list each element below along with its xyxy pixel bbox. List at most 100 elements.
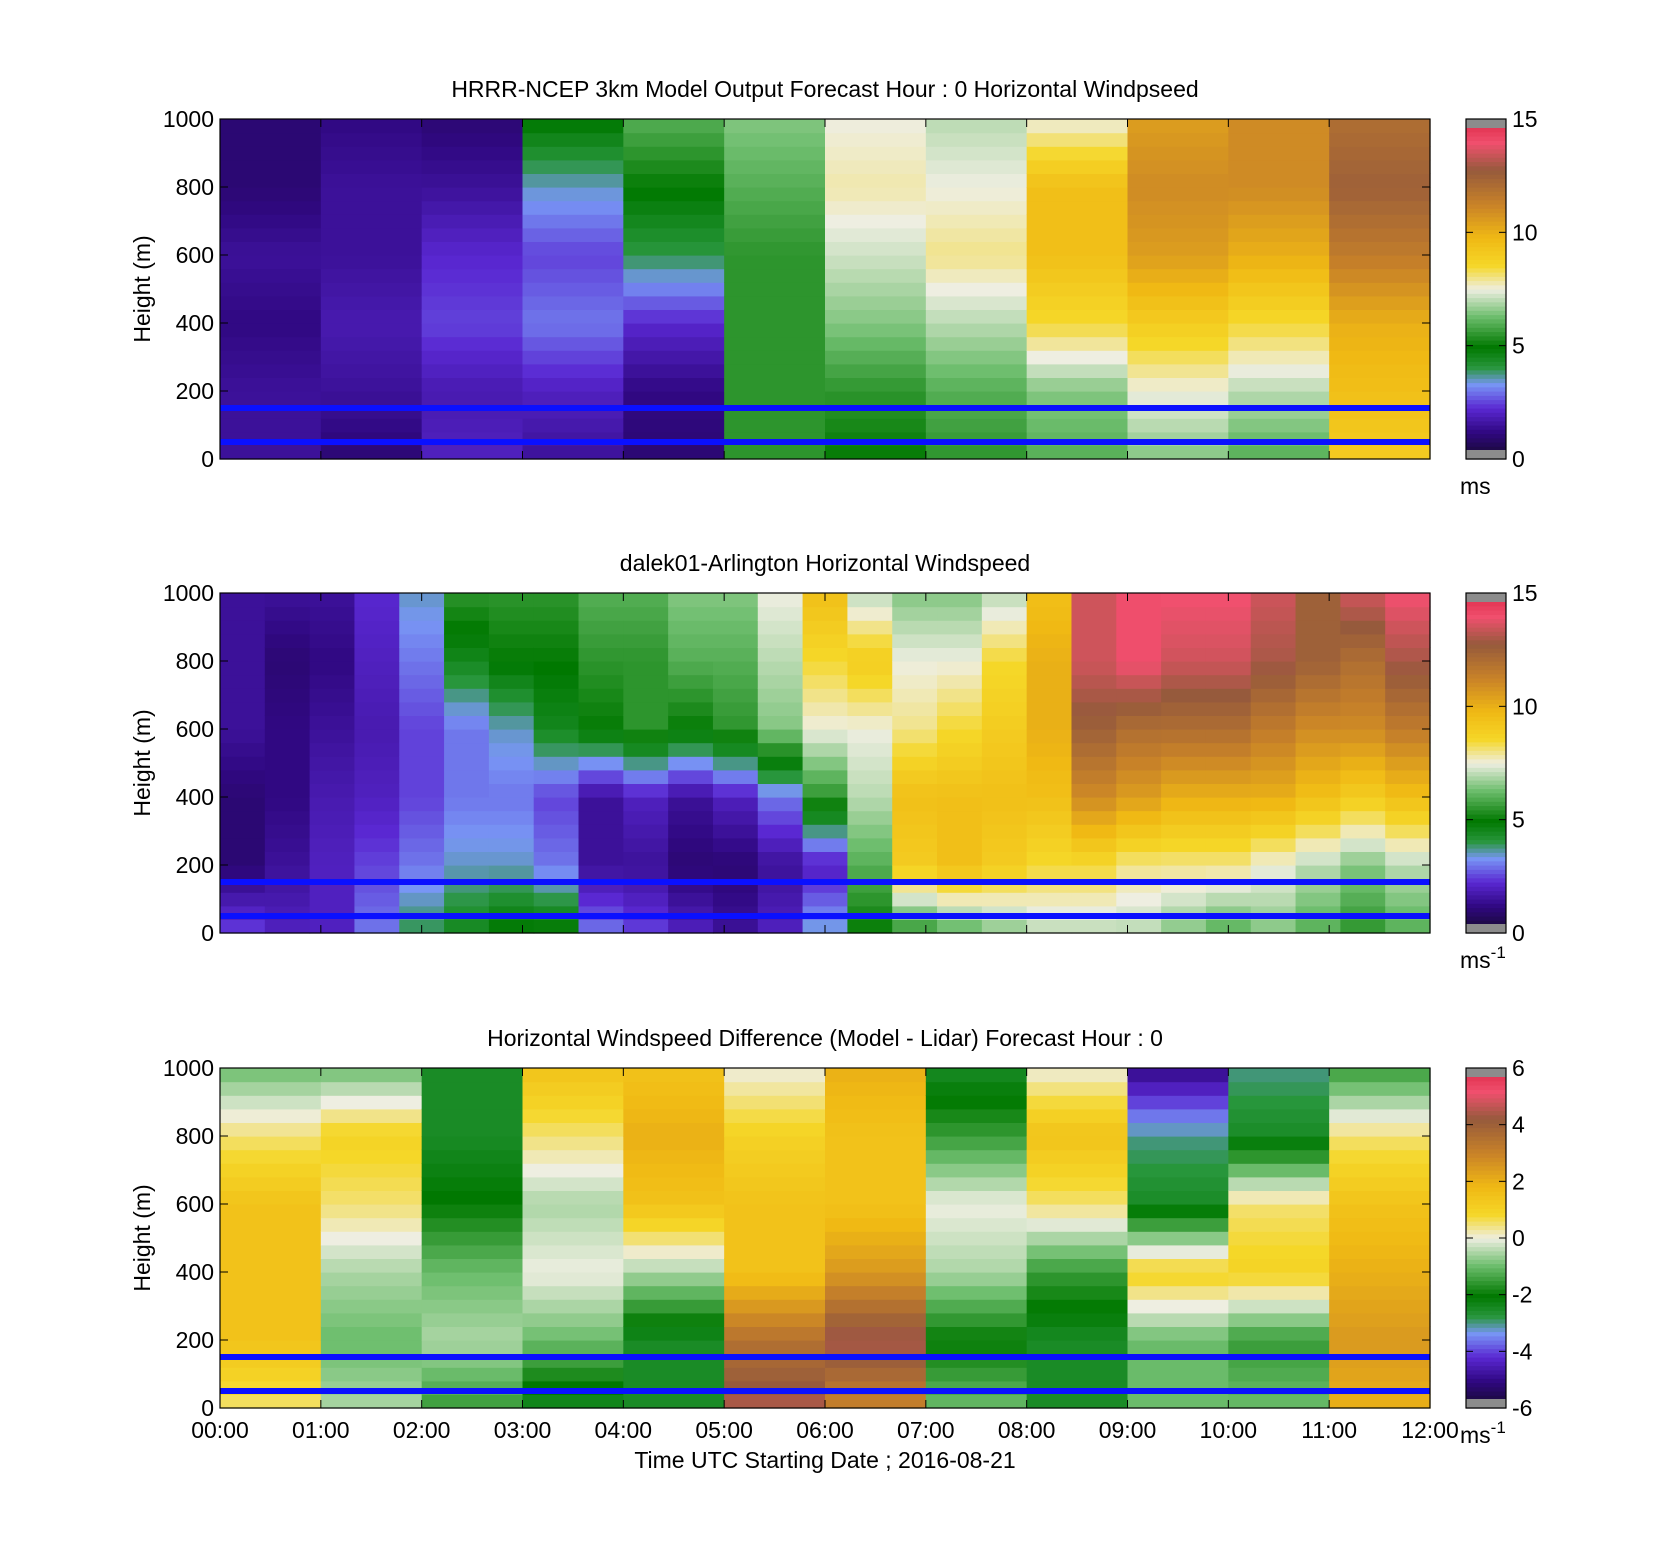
heatmap-cell — [1385, 674, 1431, 689]
heatmap-cell — [533, 756, 580, 771]
heatmap-cell — [724, 309, 826, 324]
heatmap-cell — [1026, 363, 1129, 378]
heatmap-cell — [1071, 715, 1117, 730]
colorbar-segment — [1466, 314, 1506, 320]
y-tick-label: 200 — [176, 378, 214, 404]
colorbar-segment — [1466, 605, 1506, 611]
heatmap-cell — [892, 783, 938, 798]
colorbar-segment — [1466, 1136, 1506, 1141]
heatmap-cell — [712, 824, 759, 839]
heatmap-cell — [1295, 783, 1341, 798]
colorbar-segment — [1466, 1369, 1506, 1375]
heatmap-cell — [925, 1108, 1028, 1123]
heatmap-cell — [724, 173, 826, 188]
colorbar-segment — [1466, 272, 1506, 277]
heatmap-cell — [1116, 661, 1162, 676]
heatmap-cell — [623, 851, 669, 866]
x-tick-label: 10:00 — [1200, 1417, 1258, 1443]
y-tick-label: 200 — [176, 1327, 214, 1353]
heatmap-cell — [925, 309, 1028, 324]
heatmap-cell — [309, 633, 356, 648]
heatmap-cell — [724, 1231, 826, 1246]
heatmap-cell — [320, 1217, 423, 1232]
colorbar-segment — [1466, 293, 1506, 299]
heatmap-cell — [421, 418, 524, 433]
heatmap-cell — [1205, 783, 1252, 798]
heatmap-cell — [1116, 756, 1162, 771]
heatmap-cell — [1295, 851, 1341, 866]
heatmap-cell — [825, 1190, 927, 1205]
heatmap-cell — [220, 919, 266, 934]
panel-title: HRRR-NCEP 3km Model Output Forecast Hour… — [451, 76, 1198, 102]
heatmap-cell — [712, 661, 759, 676]
heatmap-cell — [825, 1258, 927, 1273]
heatmap-cell — [1250, 756, 1297, 771]
heatmap-cell — [421, 1204, 524, 1219]
heatmap-cell — [712, 729, 759, 744]
heatmap-cell — [1205, 674, 1252, 689]
colorbar-segment — [1466, 1131, 1506, 1137]
heatmap-cell — [712, 633, 759, 648]
heatmap-cell — [623, 1367, 725, 1382]
heatmap-cell — [309, 742, 356, 757]
colorbar-segment — [1466, 673, 1506, 679]
heatmap-cell — [421, 282, 524, 297]
y-axis-label: Height (m) — [129, 709, 155, 816]
heatmap-cell — [981, 810, 1028, 825]
heatmap-cell — [1250, 715, 1297, 730]
heatmap-cell — [847, 797, 893, 812]
heatmap-cell — [724, 1204, 826, 1219]
heatmap-cell — [668, 606, 714, 621]
heatmap-cell — [724, 377, 826, 392]
heatmap-cell — [320, 1326, 423, 1341]
heatmap-cell — [925, 1258, 1028, 1273]
colorbar-segment — [1466, 242, 1506, 248]
colorbar-segment — [1466, 882, 1506, 887]
heatmap-cell — [220, 1068, 322, 1083]
heatmap-cell — [354, 742, 400, 757]
heatmap-cell — [1116, 688, 1162, 703]
heatmap-cell — [925, 1149, 1028, 1164]
heatmap-cell — [1127, 1244, 1229, 1259]
heatmap-cell — [220, 620, 266, 635]
heatmap-cell — [1127, 1312, 1229, 1327]
heatmap-cell — [1340, 810, 1386, 825]
colorbar-segment — [1466, 276, 1506, 282]
heatmap-cell — [1026, 810, 1073, 825]
heatmap-cell — [1026, 701, 1073, 716]
heatmap-cell — [981, 633, 1028, 648]
heatmap-cell — [399, 783, 445, 798]
heatmap-cell — [1026, 837, 1073, 852]
heatmap-cell — [825, 187, 927, 202]
heatmap-cell — [220, 769, 266, 784]
colorbar-segment — [1466, 1225, 1506, 1231]
heatmap-cell — [724, 363, 826, 378]
colorbar-segment — [1466, 310, 1506, 316]
heatmap-cell — [1116, 701, 1162, 716]
heatmap-cell — [220, 1190, 322, 1205]
heatmap-cell — [937, 701, 983, 716]
heatmap-cell — [578, 647, 624, 662]
heatmap-cell — [1116, 824, 1162, 839]
heatmap-cell — [220, 715, 266, 730]
heatmap-cell — [724, 146, 826, 161]
heatmap-cell — [320, 1340, 423, 1355]
heatmap-cell — [1026, 1081, 1129, 1096]
heatmap-cell — [757, 783, 804, 798]
heatmap-cell — [623, 268, 725, 283]
heatmap-cell — [220, 1312, 322, 1327]
heatmap-cell — [802, 647, 848, 662]
heatmap-cell — [1295, 892, 1341, 907]
heatmap-cell — [802, 810, 848, 825]
heatmap-cell — [220, 1204, 322, 1219]
heatmap-cell — [421, 363, 524, 378]
heatmap-cell — [1329, 1149, 1431, 1164]
heatmap-cell — [399, 865, 445, 880]
heatmap-cell — [522, 295, 624, 310]
heatmap-cell — [488, 837, 535, 852]
heatmap-cell — [623, 1244, 725, 1259]
heatmap-cell — [522, 1367, 624, 1382]
heatmap-cell — [937, 797, 983, 812]
heatmap-cell — [724, 1326, 826, 1341]
heatmap-cell — [892, 756, 938, 771]
